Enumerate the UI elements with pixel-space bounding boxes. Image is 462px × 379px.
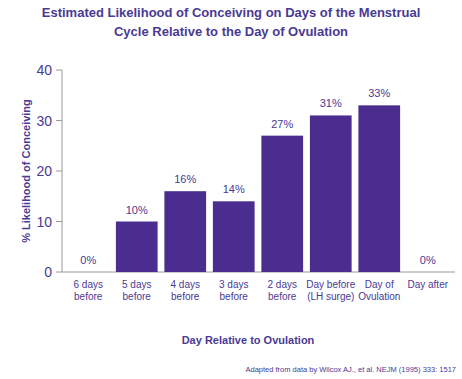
y-axis-label: % Likelihood of Conceiving [20,99,32,243]
x-tick-label: 3 daysbefore [219,279,248,302]
y-tick [56,221,62,222]
x-tick-label: 2 daysbefore [268,279,297,302]
x-axis-label: Day Relative to Ovulation [182,334,315,346]
bar [310,115,352,272]
x-tick-label-line: 5 days [122,279,151,290]
bar [213,201,255,272]
chart-title: Estimated Likelihood of Conceiving on Da… [42,5,421,39]
bar [407,272,449,273]
y-tick [56,171,62,172]
bar [261,136,303,272]
title-line: Cycle Relative to the Day of Ovulation [114,24,348,39]
x-tick-label: 4 daysbefore [171,279,200,302]
x-tick-label-line: 2 days [268,279,297,290]
y-tick-label: 10 [36,214,52,230]
x-tick-label: Day after [407,279,448,290]
y-tick-label: 30 [36,113,52,129]
bars [116,105,400,272]
data-label: 10% [126,204,148,216]
y-tick-label: 20 [36,163,52,179]
data-label: 14% [223,183,245,195]
source-note: Adapted from data by Wilcox AJ., et al. … [245,365,456,374]
x-tick-label: Day before(LH surge) [306,279,355,302]
y-tick [56,70,62,71]
x-tick-label-line: (LH surge) [307,291,354,302]
x-tick-label-line: 6 days [74,279,103,290]
x-tick-label-line: before [220,291,249,302]
bar [358,105,400,272]
x-tick-label-line: 4 days [171,279,200,290]
data-label: 0% [80,254,96,266]
y-axis-line [62,70,63,272]
x-tick-label: Day ofOvulation [358,279,400,302]
x-tick-label-line: before [74,291,103,302]
data-label: 16% [174,173,196,185]
x-tick-label-line: before [171,291,200,302]
data-label: 31% [320,97,342,109]
title-line: Estimated Likelihood of Conceiving on Da… [42,5,421,20]
y-tick [56,120,62,121]
x-tick-label-line: before [268,291,297,302]
y-tick [56,272,62,273]
x-tick-label-line: Ovulation [358,291,400,302]
data-label: 27% [271,118,293,130]
y-tick-label: 40 [36,62,52,78]
x-tick-label-line: before [123,291,152,302]
x-tick-label-line: Day before [306,279,355,290]
bar [67,272,109,273]
x-tick-label: 6 daysbefore [74,279,103,302]
bar [164,191,206,272]
data-label: 33% [368,87,390,99]
x-tick-label: 5 daysbefore [122,279,151,302]
bar [116,222,158,273]
chart-svg: Estimated Likelihood of Conceiving on Da… [0,0,462,379]
chart-container: Estimated Likelihood of Conceiving on Da… [0,0,462,379]
x-tick-label-line: Day after [407,279,448,290]
x-tick-label-line: Day of [365,279,394,290]
y-tick-label: 0 [44,264,52,280]
x-tick-label-line: 3 days [219,279,248,290]
data-label: 0% [420,254,436,266]
